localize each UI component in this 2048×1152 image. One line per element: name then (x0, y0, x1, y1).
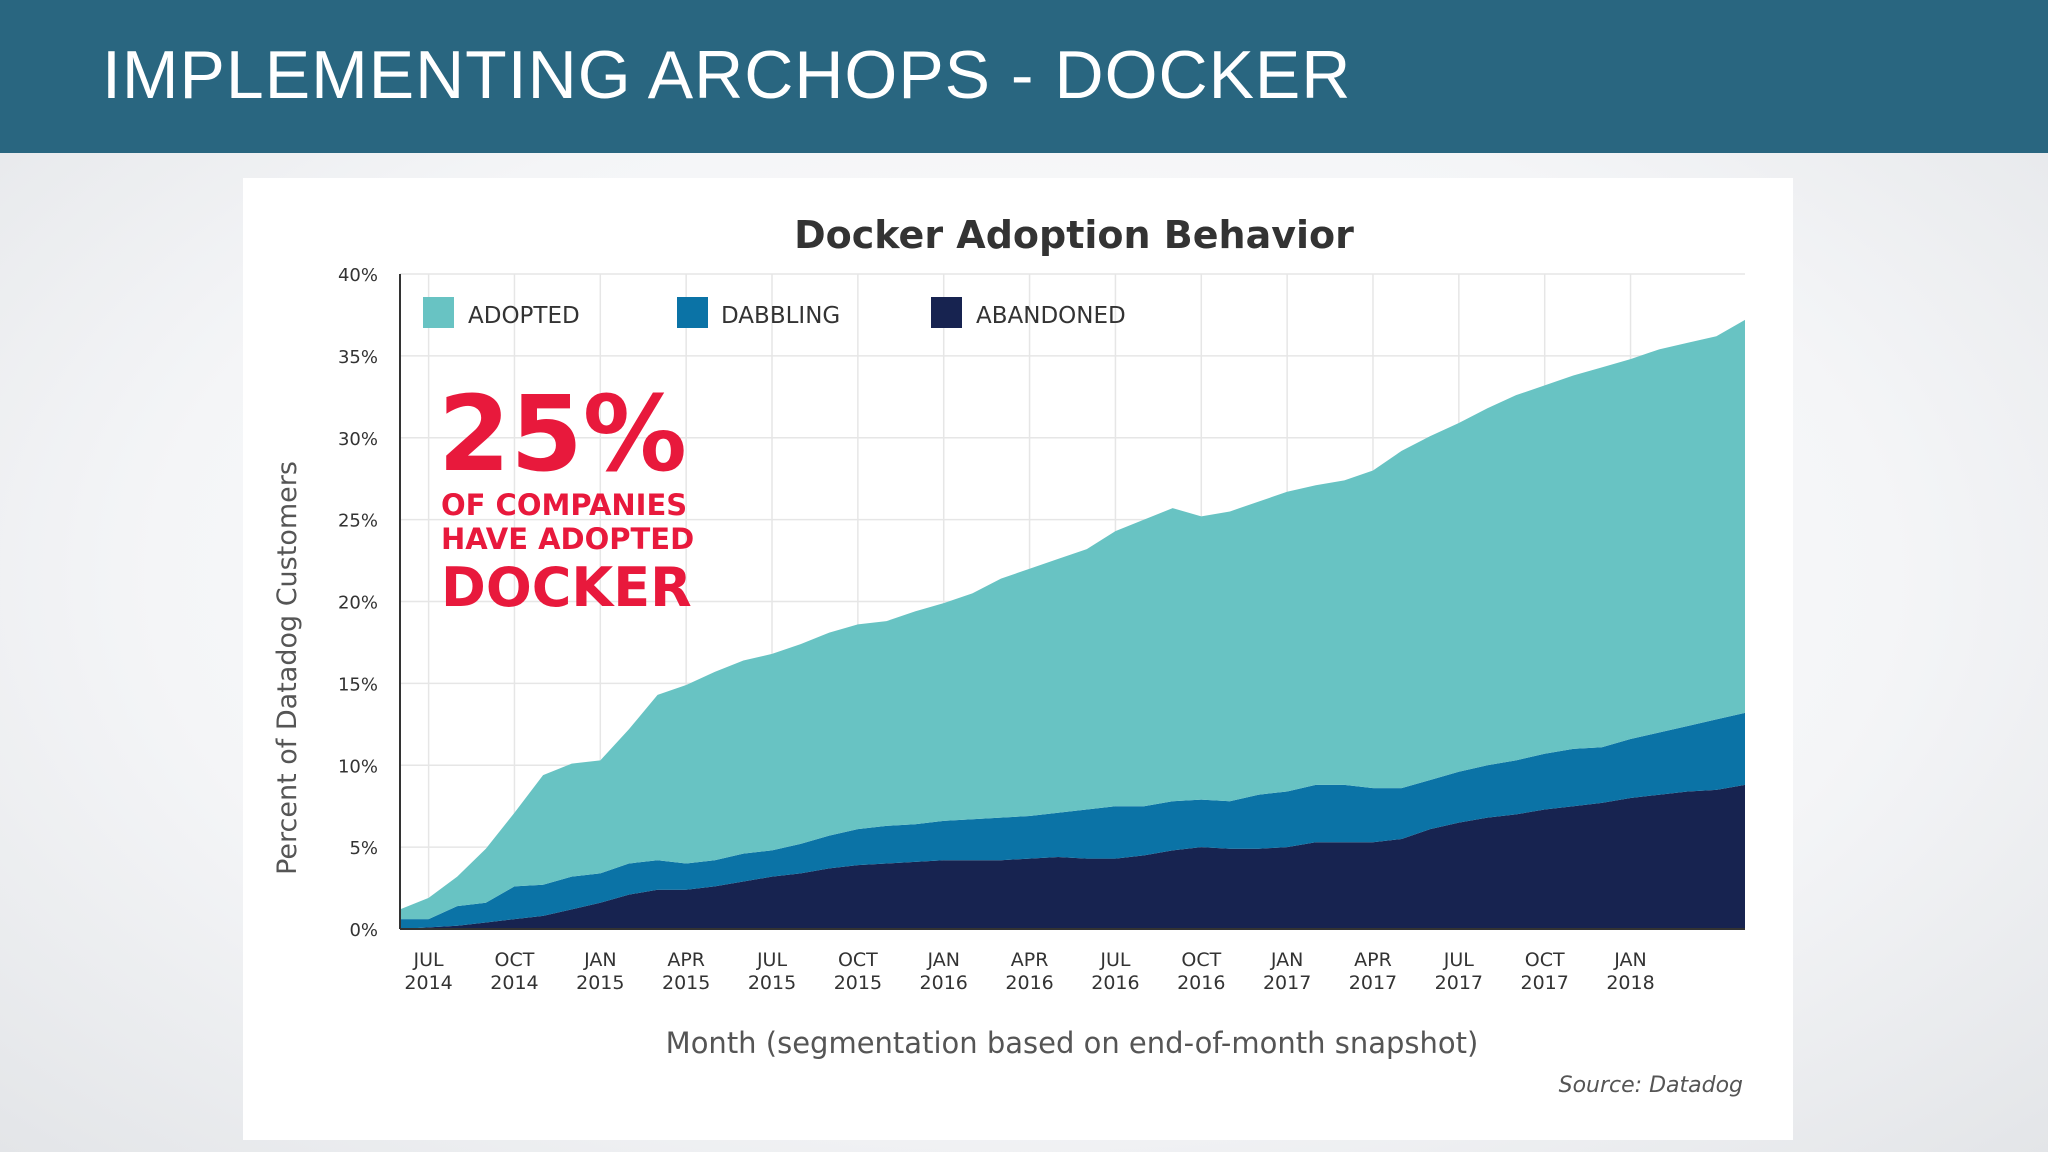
x-tick-month: OCT (1525, 949, 1565, 971)
slide-title: IMPLEMENTING ARCHOPS - DOCKER (102, 37, 1352, 113)
legend: ADOPTED DABBLING ABANDONED (423, 297, 1126, 329)
x-tick-year: 2015 (748, 972, 796, 994)
x-tick-month: JUL (756, 949, 788, 971)
x-tick-year: 2016 (1005, 972, 1053, 994)
x-tick-year: 2017 (1263, 972, 1311, 994)
y-tick-label: 20% (338, 593, 378, 614)
x-tick-year: 2014 (490, 972, 538, 994)
x-tick-month: APR (667, 949, 705, 971)
legend-label-abandoned: ABANDONED (976, 303, 1126, 329)
slide-header: IMPLEMENTING ARCHOPS - DOCKER (0, 0, 2048, 153)
x-tick-month: JUL (1099, 949, 1131, 971)
legend-label-adopted: ADOPTED (468, 303, 580, 329)
source-note: Source: Datadog (1559, 1073, 1743, 1098)
y-axis-label: Percent of Datadog Customers (272, 461, 303, 875)
x-tick-year: 2018 (1606, 972, 1654, 994)
area-dabbling (400, 712, 1745, 929)
legend-label-dabbling: DABBLING (721, 303, 840, 329)
y-tick-label: 40% (338, 265, 378, 286)
callout-line-1: OF COMPANIES (441, 488, 687, 522)
y-tick-label: 10% (338, 756, 378, 777)
x-tick-year: 2017 (1435, 972, 1483, 994)
x-tick-month: OCT (495, 949, 535, 971)
x-tick-month: JAN (1613, 949, 1646, 971)
x-tick-month: OCT (838, 949, 878, 971)
x-tick-year: 2017 (1521, 972, 1569, 994)
x-tick-labels: JUL2014OCT2014JAN2015APR2015JUL2015OCT20… (404, 949, 1654, 994)
x-tick-year: 2016 (1177, 972, 1225, 994)
area-abandoned (400, 784, 1745, 929)
axes (399, 274, 1745, 930)
x-tick-month: JUL (1443, 949, 1475, 971)
chart-title: Docker Adoption Behavior (794, 213, 1354, 257)
x-tick-year: 2015 (662, 972, 710, 994)
y-tick-label: 25% (338, 511, 378, 532)
y-tick-labels: 0% 5% 10% 15% 20% 25% 30% 35% 40% (338, 265, 378, 941)
y-tick-label: 5% (349, 838, 378, 859)
docker-adoption-chart: Docker Adoption Behavior 0% 5% 10% 15% 20% 25… (272, 213, 1745, 1098)
chart-card: Docker Adoption Behavior 0% 5% 10% 15% 20% 25… (243, 178, 1793, 1140)
x-tick-year: 2015 (576, 972, 624, 994)
x-tick-year: 2014 (404, 972, 452, 994)
x-axis-label: Month (segmentation based on end-of-mont… (666, 1026, 1479, 1060)
area-series (400, 319, 1745, 929)
x-tick-year: 2015 (834, 972, 882, 994)
x-tick-year: 2016 (1091, 972, 1139, 994)
y-tick-label: 0% (349, 920, 378, 941)
x-tick-month: JAN (583, 949, 616, 971)
callout-line-3: DOCKER (441, 556, 692, 619)
x-tick-year: 2017 (1349, 972, 1397, 994)
callout-percent: 25% (438, 373, 687, 495)
legend-swatch-dabbling (677, 297, 708, 328)
area-adopted (400, 319, 1745, 920)
x-tick-month: APR (1011, 949, 1049, 971)
x-tick-year: 2016 (920, 972, 968, 994)
y-tick-label: 15% (338, 674, 378, 695)
legend-swatch-adopted (423, 297, 454, 328)
x-tick-month: OCT (1181, 949, 1221, 971)
x-tick-month: JAN (926, 949, 959, 971)
x-tick-month: APR (1354, 949, 1392, 971)
callout-line-2: HAVE ADOPTED (441, 522, 694, 556)
x-tick-month: JUL (413, 949, 445, 971)
y-tick-label: 35% (338, 347, 378, 368)
legend-swatch-abandoned (931, 297, 962, 328)
y-tick-label: 30% (338, 429, 378, 450)
x-tick-month: JAN (1270, 949, 1303, 971)
callout: 25% OF COMPANIES HAVE ADOPTED DOCKER (438, 373, 694, 619)
